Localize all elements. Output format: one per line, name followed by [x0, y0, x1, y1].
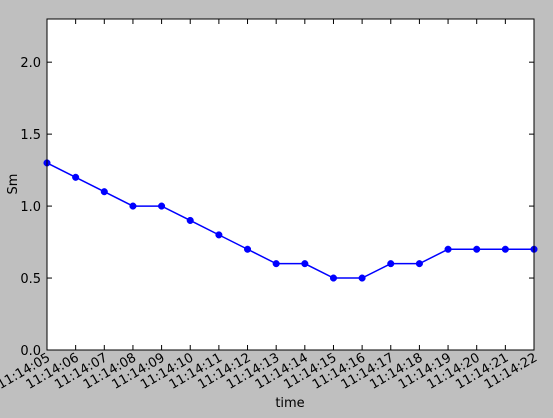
plot-area — [47, 19, 534, 350]
data-point — [358, 274, 366, 282]
data-point — [473, 245, 481, 253]
data-point — [387, 260, 395, 268]
y-tick-labels: 0.0 0.5 1.0 1.5 2.0 — [20, 56, 41, 359]
data-point — [415, 260, 423, 268]
series-layer — [43, 159, 538, 282]
data-point — [100, 188, 108, 196]
data-point — [158, 202, 166, 210]
data-point — [186, 216, 194, 225]
data-point — [272, 260, 280, 268]
x-axis-label: time — [275, 396, 304, 411]
x-tick-labels: 11:14:0511:14:0611:14:0711:14:0811:14:09… — [0, 350, 540, 392]
data-point — [215, 231, 223, 239]
data-point — [72, 173, 80, 181]
y-tick-label: 0.0 — [20, 344, 41, 359]
data-point — [501, 245, 509, 253]
data-point — [444, 245, 452, 253]
y-axis-label: Sm — [6, 174, 21, 195]
data-point — [243, 245, 252, 253]
data-point — [329, 274, 338, 282]
y-tick-label: 1.5 — [20, 128, 41, 143]
y-tick-label: 2.0 — [20, 56, 41, 71]
y-tick-label: 1.0 — [20, 200, 41, 215]
data-point — [129, 202, 137, 210]
plot-frame — [46, 18, 535, 351]
data-point — [301, 260, 309, 268]
y-tick-label: 0.5 — [20, 272, 41, 287]
series-line — [46, 162, 534, 279]
